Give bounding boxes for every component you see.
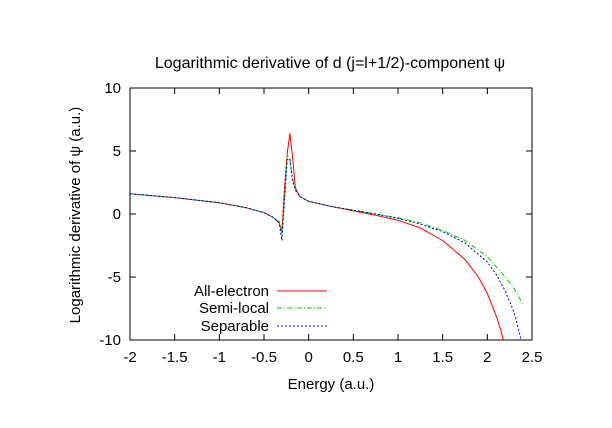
x-tick-label: 2 xyxy=(483,349,491,366)
series-line-2 xyxy=(130,158,522,340)
x-tick-label: -0.5 xyxy=(251,349,277,366)
y-tick-label: 10 xyxy=(104,80,121,97)
series-lines xyxy=(130,132,524,340)
series-line-1 xyxy=(130,154,524,305)
plot-frame xyxy=(129,87,533,341)
x-tick-label: -1.5 xyxy=(162,349,188,366)
x-tick-label: 1.5 xyxy=(432,349,453,366)
y-tick-label: 5 xyxy=(113,143,121,160)
x-axis-title: Energy (a.u.) xyxy=(288,376,375,393)
axis-ticks: -2 -1.5 -1 -0.5 0 0.5 1 1.5 2 2.5 -10 -5 0 5 10 xyxy=(99,80,542,366)
x-tick-label: 1 xyxy=(394,349,402,366)
y-tick-label: 0 xyxy=(113,206,121,223)
legend-label-2: Separable xyxy=(201,318,269,335)
y-tick-label: -5 xyxy=(108,269,121,286)
x-tick-label: -1 xyxy=(213,349,226,366)
y-axis-title: Logarithmic derivative of ψ (a.u.) xyxy=(67,107,84,324)
legend-label-1: Semi-local xyxy=(199,300,269,317)
chart-title: Logarithmic derivative of d (j=l+1/2)-co… xyxy=(155,55,505,72)
x-tick-label: -2 xyxy=(123,349,136,366)
x-tick-label: 0.5 xyxy=(343,349,364,366)
x-tick-label: 2.5 xyxy=(522,349,543,366)
plot-border xyxy=(129,87,533,341)
series-line-0 xyxy=(130,132,504,340)
x-tick-label: 0 xyxy=(304,349,312,366)
y-tick-label: -10 xyxy=(99,332,121,349)
legend-label-0: All-electron xyxy=(194,283,269,300)
